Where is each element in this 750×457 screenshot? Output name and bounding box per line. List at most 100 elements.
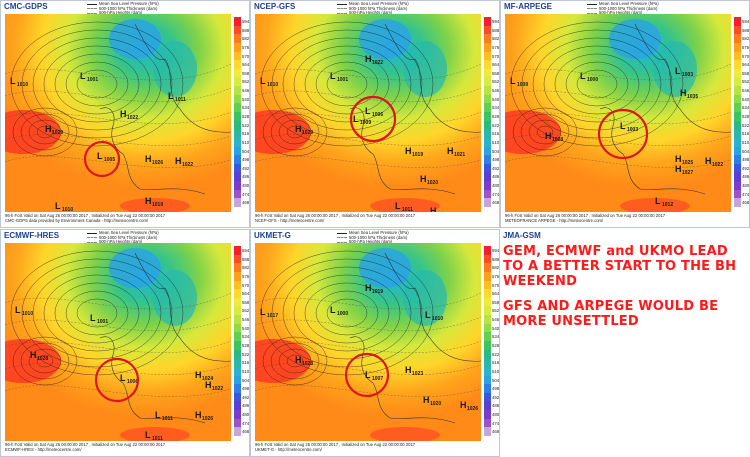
map-legend: Mean Sea Level Pressure (hPa) 500-1000 hP… <box>87 230 159 245</box>
pressure-value: 1019 <box>372 289 383 295</box>
legend-swatch <box>337 241 347 243</box>
colorbar-swatch <box>484 332 491 342</box>
pressure-value: 1029 <box>52 130 63 136</box>
legend-swatch <box>337 237 347 239</box>
isobar <box>76 69 118 99</box>
cold-anomaly <box>609 19 661 59</box>
legend-label: 500-hPa Heights (dam) <box>349 239 393 245</box>
isobar <box>262 107 328 157</box>
colorbar-swatch <box>484 129 491 139</box>
colorbar-swatch <box>234 427 241 437</box>
colorbar-swatch <box>734 137 741 147</box>
colorbar-tick: 528 <box>492 114 500 119</box>
cold-anomaly <box>359 19 411 59</box>
pressure-letter: H <box>675 164 682 174</box>
warm-anomaly <box>255 110 311 154</box>
pressure-value: 1017 <box>267 313 278 319</box>
colorbar-swatch <box>234 103 241 113</box>
legend-label: Mean Sea Level Pressure (hPa) <box>349 230 409 235</box>
colorbar-swatch <box>734 129 741 139</box>
colorbar-swatch <box>734 77 741 87</box>
pressure-letter: H <box>295 355 302 365</box>
colorbar-swatch <box>234 42 241 52</box>
colorbar-tick: 540 <box>242 96 250 102</box>
colorbar-swatch <box>234 341 241 350</box>
isobar <box>278 119 312 145</box>
isobar <box>282 37 412 131</box>
pressure-letter: H <box>45 124 52 134</box>
pressure-value: 1006 <box>127 379 138 385</box>
colorbar-tick: 486 <box>492 403 500 409</box>
legend-entry: 500-1000 hPa Thickness (dam) <box>87 6 159 12</box>
colorbar-tick: 480 <box>242 412 250 418</box>
high-pressure-center: H 1020 <box>420 174 438 186</box>
pressure-value: 1020 <box>427 180 438 186</box>
high-pressure-center: H 1028 <box>30 350 48 362</box>
isobar <box>12 336 78 386</box>
colorbar-tick: 594 <box>492 248 500 253</box>
colorbar-tick: 498 <box>242 386 250 392</box>
highlight-circle <box>83 140 121 178</box>
colorbar-tick: 552 <box>242 79 250 85</box>
low-pressure-center: L 1011 <box>155 410 173 422</box>
colorbar-tick: 576 <box>242 44 250 50</box>
colorbar-tick: 534 <box>742 105 750 111</box>
pressure-letter: L <box>80 71 86 81</box>
colorbar-tick: 504 <box>242 377 250 383</box>
cold-anomaly <box>153 270 197 326</box>
isobar <box>36 354 54 368</box>
colorbar-swatch <box>484 246 491 255</box>
legend-label: Mean Sea Level Pressure (hPa) <box>99 230 159 235</box>
isobar <box>576 69 618 99</box>
pressure-value: 1011 <box>152 436 163 441</box>
colorbar-swatch <box>484 94 491 104</box>
colorbar-swatch <box>734 17 741 26</box>
pressure-value: 1010 <box>432 316 443 322</box>
legend-swatch <box>337 12 347 14</box>
coastline <box>384 252 481 362</box>
colorbar-tick: 468 <box>742 200 750 206</box>
colorbar-tick: 486 <box>242 174 250 180</box>
pressure-value: 1001 <box>97 319 108 325</box>
cold-anomaly <box>403 270 447 326</box>
colorbar-tick: 534 <box>242 105 250 111</box>
data-credit: METEOFRANCE ARPEGE - http://meteocentre.… <box>505 218 604 223</box>
commentary-line-2: GFS AND ARPEGE WOULD BE MORE UNSETTLED <box>503 299 719 329</box>
model-panel: ECMWF-HRES Mean Sea Level Pressure (hPa) 5… <box>0 229 250 457</box>
pressure-value: 1022 <box>212 386 223 392</box>
pressure-letter: L <box>260 76 266 86</box>
high-pressure-center: H 1022 <box>120 109 138 121</box>
colorbar-swatch <box>234 332 241 342</box>
pressure-letter: L <box>675 66 681 76</box>
colorbar-tick: 498 <box>492 157 500 163</box>
colorbar-tick: 510 <box>242 368 250 374</box>
coastline <box>99 336 206 424</box>
empty-panel: JMA-GSM <box>500 229 750 457</box>
pressure-letter: L <box>620 121 626 131</box>
colorbar-tick: 528 <box>492 343 500 348</box>
forecast-map: H 1028 L 1007 L 1000 L 1017 H 1019 L 1010 H 1023 H 1026… <box>255 243 481 441</box>
legend-entry: 500-hPa Heights (dam) <box>87 240 159 245</box>
colorbar-tick: 480 <box>492 183 500 189</box>
colorbar-tick: 582 <box>492 265 500 271</box>
colorbar-swatch <box>734 34 741 44</box>
isobar <box>20 342 70 380</box>
model-panel: CMC-GDPS Mean Sea Level Pressure (hPa) 500… <box>0 0 250 228</box>
colorbar-tick: 546 <box>742 88 750 94</box>
panel-footer: 96-h Fcst Valid on Sat Aug 26 00:00:00 2… <box>5 442 245 452</box>
colorbar-tick: 570 <box>242 282 250 288</box>
colorbar-swatch <box>234 297 241 307</box>
panel-footer: 96-h Fcst Valid on Sat Aug 26 00:00:00 2… <box>255 442 495 452</box>
pressure-letter: H <box>195 410 202 420</box>
valid-time: 96-h Fcst Valid on Sat Aug 26 00:00:00 2… <box>255 442 416 447</box>
colorbar-tick: 558 <box>492 70 500 76</box>
isobar <box>543 45 651 123</box>
data-credit: NCEP-GFS - http://meteocentre.com/ <box>255 218 325 223</box>
colorbar-swatch <box>234 68 241 78</box>
pressure-value: 1001 <box>87 77 98 83</box>
pressure-letter: H <box>680 88 687 98</box>
colorbar-swatch <box>484 349 491 359</box>
colorbar-swatch <box>234 25 241 35</box>
colorbar-swatch <box>484 401 491 411</box>
